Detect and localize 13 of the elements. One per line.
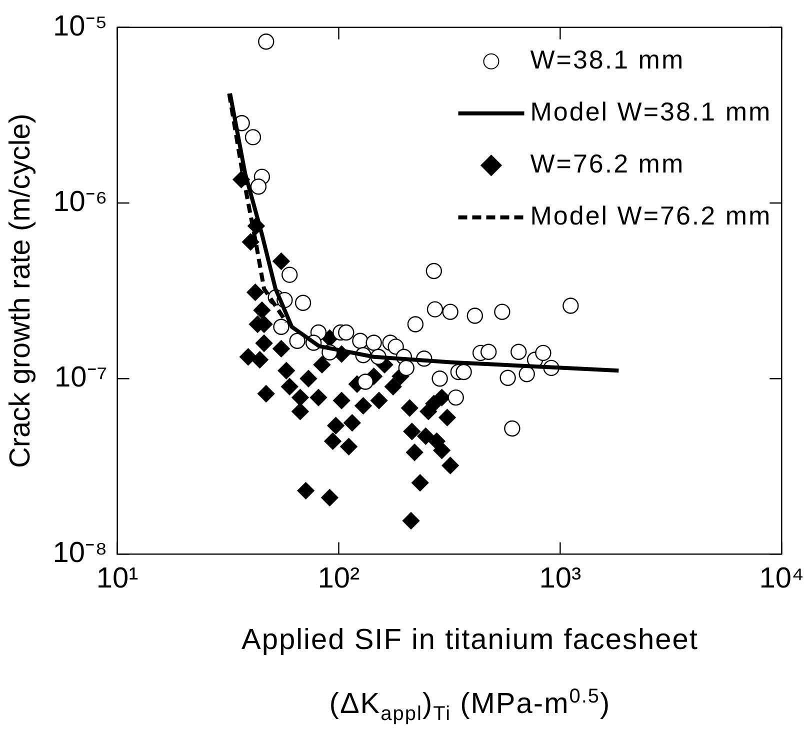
- y-tick-label: 10⁻⁷: [54, 362, 108, 394]
- x-tick-label: 10⁴: [759, 562, 804, 595]
- legend-label: W=38.1 mm: [530, 44, 685, 75]
- legend-label: Model W=76.2 mm: [530, 200, 772, 231]
- y-axis-title: Crack growth rate (m/cycle): [4, 114, 36, 468]
- x-tick-label: 10³: [539, 562, 582, 595]
- legend-label: Model W=38.1 mm: [530, 96, 772, 127]
- x-tick-label: 10²: [318, 562, 360, 595]
- x-tick-label: 10¹: [96, 562, 139, 595]
- legend-label: W=76.2 mm: [530, 148, 685, 179]
- x-axis-title: Applied SIF in titanium facesheet (ΔK$_{appl}$)$_{Ti}$ (MPa-m$^{0.5}$): [240, 623, 700, 727]
- y-tick-label: 10⁻⁵: [53, 10, 108, 42]
- y-tick-label: 10⁻⁶: [53, 186, 108, 218]
